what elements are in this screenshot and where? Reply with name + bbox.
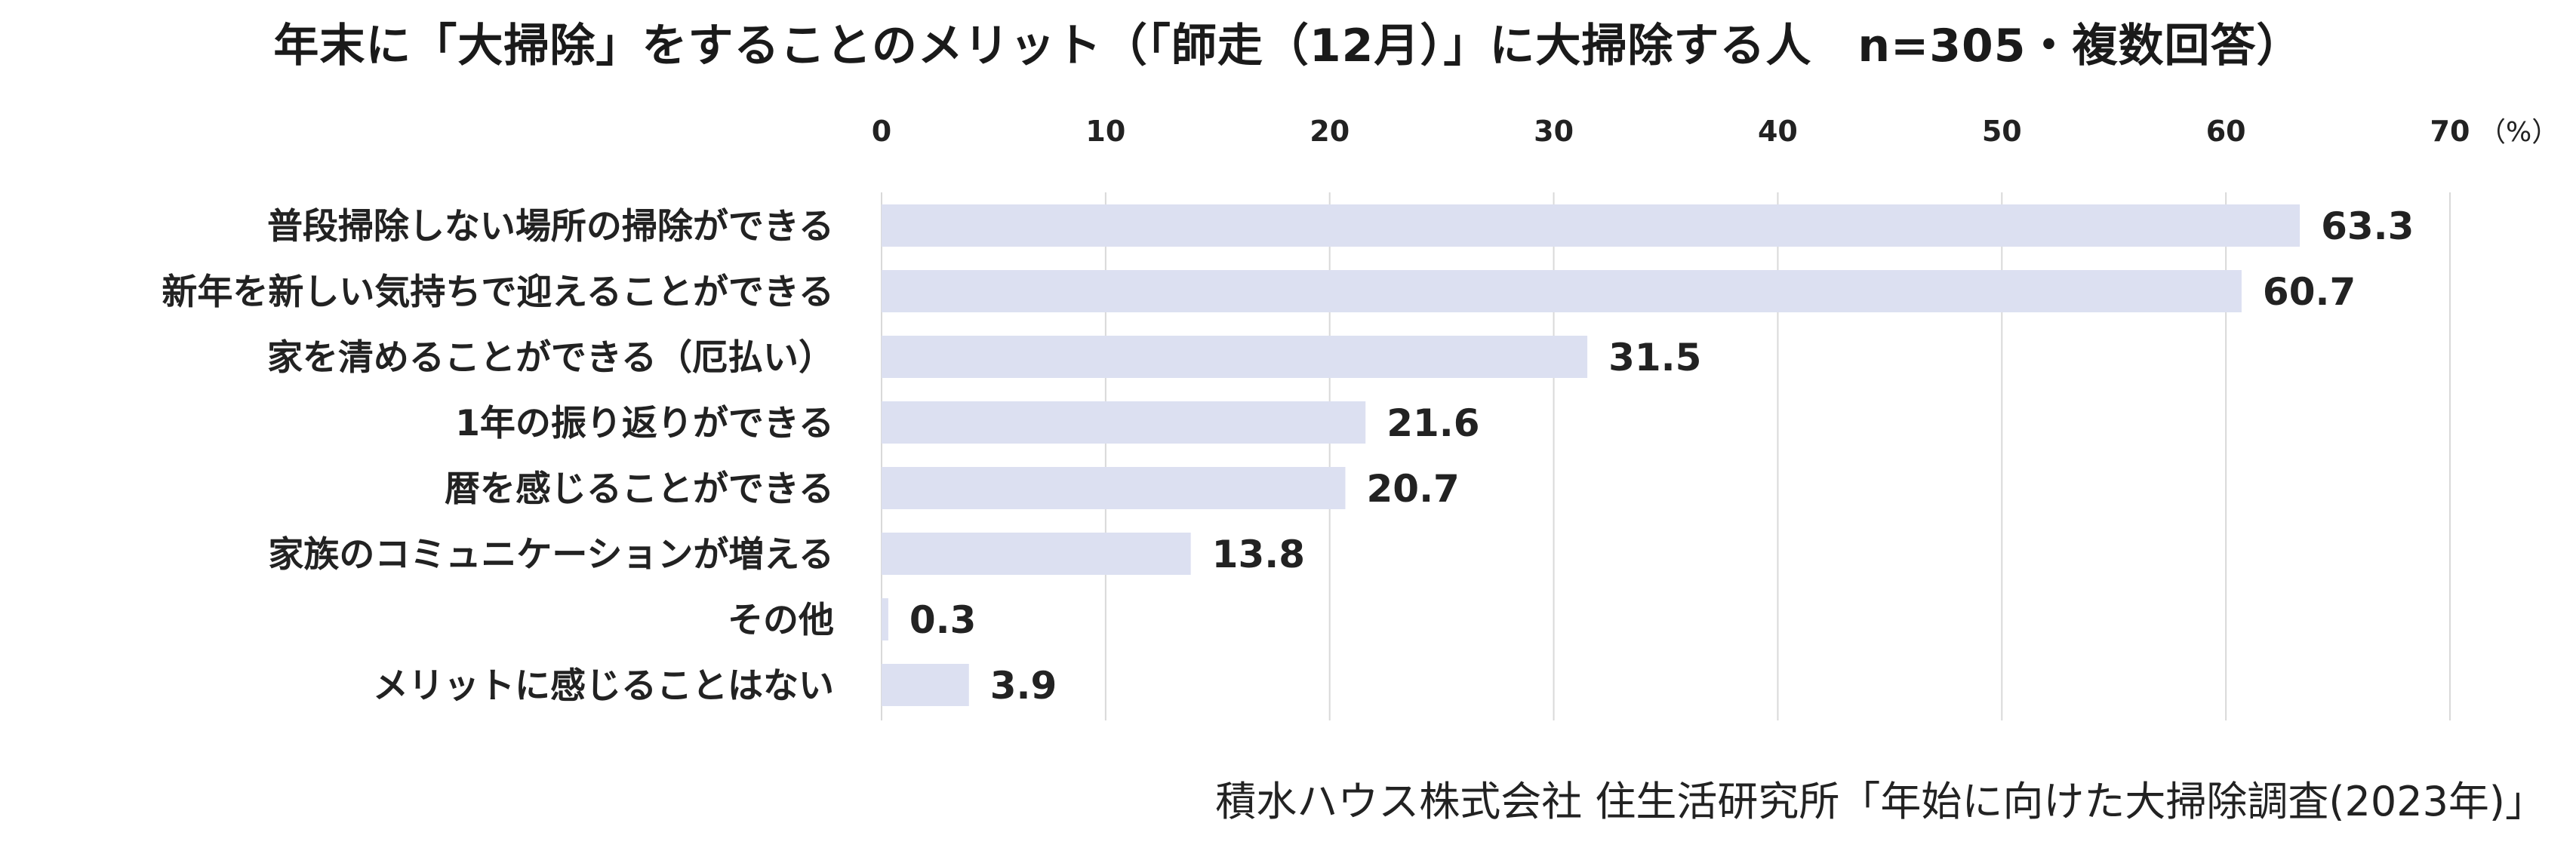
category-labels: 普段掃除しない場所の掃除ができる新年を新しい気持ちで迎えることができる家を清める… (162, 206, 834, 707)
category-label: 家を清めることができる（厄払い） (267, 337, 834, 379)
value-label: 13.8 (1212, 533, 1305, 576)
value-label: 3.9 (990, 664, 1057, 708)
x-tick-label: 30 (1534, 115, 1574, 148)
x-tick-label: 50 (1982, 115, 2022, 148)
bar (882, 270, 2242, 312)
category-label: 家族のコミュニケーションが増える (268, 534, 834, 576)
bar (882, 204, 2301, 247)
x-axis-ticks: 0 10 20 30 40 50 60 70 （%） (872, 115, 2559, 148)
source-note: 積水ハウス株式会社 住生活研究所「年始に向けた大掃除調査(2023年)」 (1215, 778, 2546, 825)
x-tick-label: 70 (2430, 115, 2470, 148)
category-label: メリットに感じることはない (373, 665, 834, 707)
value-label: 21.6 (1386, 401, 1479, 445)
bar (882, 664, 969, 706)
x-tick-label: 40 (1758, 115, 1798, 148)
bars (882, 204, 2301, 706)
x-tick-label: 20 (1310, 115, 1350, 148)
value-label: 0.3 (909, 598, 977, 642)
value-label: 20.7 (1366, 467, 1459, 511)
category-label: 新年を新しい気持ちで迎えることができる (162, 272, 834, 313)
bar (882, 467, 1346, 509)
bar (882, 533, 1191, 575)
category-label: 1年の振り返りができる (455, 403, 834, 444)
x-tick-label: 10 (1085, 115, 1125, 148)
x-tick-label: 0 (872, 115, 891, 148)
category-label: 暦を感じることができる (445, 468, 834, 510)
x-axis-unit: （%） (2479, 117, 2559, 148)
bar (882, 598, 888, 640)
category-label: 普段掃除しない場所の掃除ができる (267, 206, 834, 247)
value-label: 60.7 (2263, 270, 2356, 314)
category-label: その他 (728, 600, 834, 641)
value-label: 63.3 (2321, 204, 2414, 248)
value-label: 31.5 (1608, 336, 1701, 379)
bar (882, 401, 1366, 444)
chart-title: 年末に「大掃除」をすることのメリット（「師走（12月）」に大掃除する人 n=30… (273, 20, 2303, 72)
x-tick-label: 60 (2206, 115, 2246, 148)
value-labels: 63.3 60.7 31.5 21.6 20.7 13.8 0.3 3.9 (909, 204, 2414, 708)
bar (882, 336, 1588, 378)
